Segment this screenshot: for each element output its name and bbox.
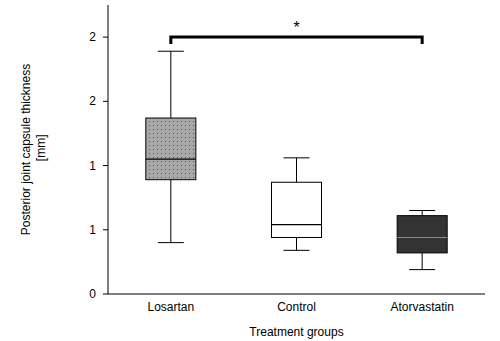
y-tick-label: 1 — [89, 159, 96, 173]
y-tick — [103, 229, 108, 230]
y-tick — [103, 165, 108, 166]
y-tick — [103, 294, 108, 295]
chart: 0 1 1 2 2 Losartan Control Atorvastatin Treatmen… — [0, 0, 500, 341]
y-axis-label: Posterior joint capsule thickness [mm] — [19, 64, 48, 235]
y-tick-label: 1 — [89, 223, 96, 237]
whisker-upper — [296, 158, 297, 182]
whisker-upper — [170, 51, 171, 118]
y-axis — [108, 5, 109, 294]
whisker-upper — [422, 211, 423, 216]
whisker-cap-lower — [284, 250, 310, 251]
y-tick — [103, 101, 108, 102]
significance-bracket — [171, 37, 422, 44]
y-tick-label: 2 — [89, 94, 96, 108]
whisker-cap-upper — [409, 210, 435, 211]
box — [397, 216, 447, 253]
whisker-lower — [422, 253, 423, 270]
whisker-cap-upper — [284, 157, 310, 158]
median — [272, 224, 322, 225]
whisker-lower — [170, 180, 171, 243]
whisker-cap-upper — [158, 51, 184, 52]
x-axis — [108, 294, 485, 295]
y-tick — [103, 37, 108, 38]
plot-area — [146, 51, 447, 269]
y-axis-label-line: [mm] — [34, 135, 48, 165]
box — [272, 182, 322, 237]
y-axis-label-line: Posterior joint capsule thickness — [19, 64, 33, 235]
whisker-cap-lower — [409, 269, 435, 270]
box — [146, 118, 196, 180]
x-tick-label: Control — [277, 300, 316, 314]
x-axis-label: Treatment groups — [249, 325, 343, 339]
x-tick-label: Losartan — [147, 300, 194, 314]
whisker-cap-lower — [158, 242, 184, 243]
y-tick-label: 2 — [89, 30, 96, 44]
x-tick-label: Atorvastatin — [390, 300, 453, 314]
median — [397, 237, 447, 238]
whisker-lower — [296, 237, 297, 250]
significance-label: * — [293, 19, 299, 36]
y-tick-label: 0 — [89, 287, 96, 301]
median — [146, 159, 196, 160]
